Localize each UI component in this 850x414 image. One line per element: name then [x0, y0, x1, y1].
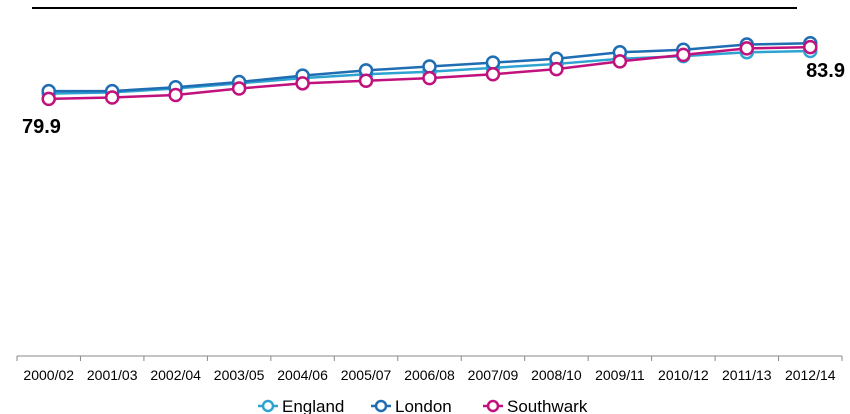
- data-point-southwark: [676, 47, 691, 63]
- x-tick-label: 2011/13: [722, 367, 772, 383]
- data-point-southwark: [231, 81, 247, 96]
- data-point-southwark: [803, 39, 818, 55]
- data-point-southwark: [168, 87, 183, 103]
- data-point-southwark: [358, 73, 374, 88]
- x-tick-label: 2006/08: [404, 367, 455, 383]
- data-point-london: [485, 55, 501, 70]
- data-point-london: [422, 59, 437, 74]
- data-label: 83.9: [806, 60, 845, 82]
- data-point-southwark: [739, 41, 755, 56]
- legend-label-southwark: Southwark: [507, 397, 588, 414]
- x-tick-label: 2012/14: [785, 367, 836, 383]
- x-tick-label: 2003/05: [214, 367, 265, 383]
- data-point-southwark: [485, 67, 501, 82]
- x-tick-label: 2010/12: [658, 367, 709, 383]
- legend-marker-england: [261, 399, 275, 413]
- legend-label-london: London: [395, 397, 452, 414]
- data-label: 79.9: [22, 116, 61, 138]
- x-tick-label: 2008/10: [531, 367, 582, 383]
- x-tick-label: 2001/03: [87, 367, 138, 383]
- x-tick-label: 2005/07: [341, 367, 392, 383]
- data-point-southwark: [41, 91, 56, 107]
- x-tick-label: 2007/09: [468, 367, 519, 383]
- legend-marker-southwark: [486, 399, 500, 413]
- data-point-southwark: [549, 61, 564, 77]
- legend: England London Southwark: [258, 397, 588, 414]
- x-tick-label: 2000/02: [23, 367, 74, 383]
- data-point-southwark: [295, 76, 310, 91]
- data-point-southwark: [104, 90, 120, 105]
- data-point-southwark: [612, 54, 628, 69]
- legend-label-england: England: [282, 397, 344, 414]
- legend-marker-london: [374, 399, 388, 413]
- x-tick-label: 2004/06: [277, 367, 328, 383]
- x-tick-label: 2002/04: [150, 367, 201, 383]
- x-tick-label: 2009/11: [595, 367, 645, 383]
- data-point-southwark: [422, 70, 437, 86]
